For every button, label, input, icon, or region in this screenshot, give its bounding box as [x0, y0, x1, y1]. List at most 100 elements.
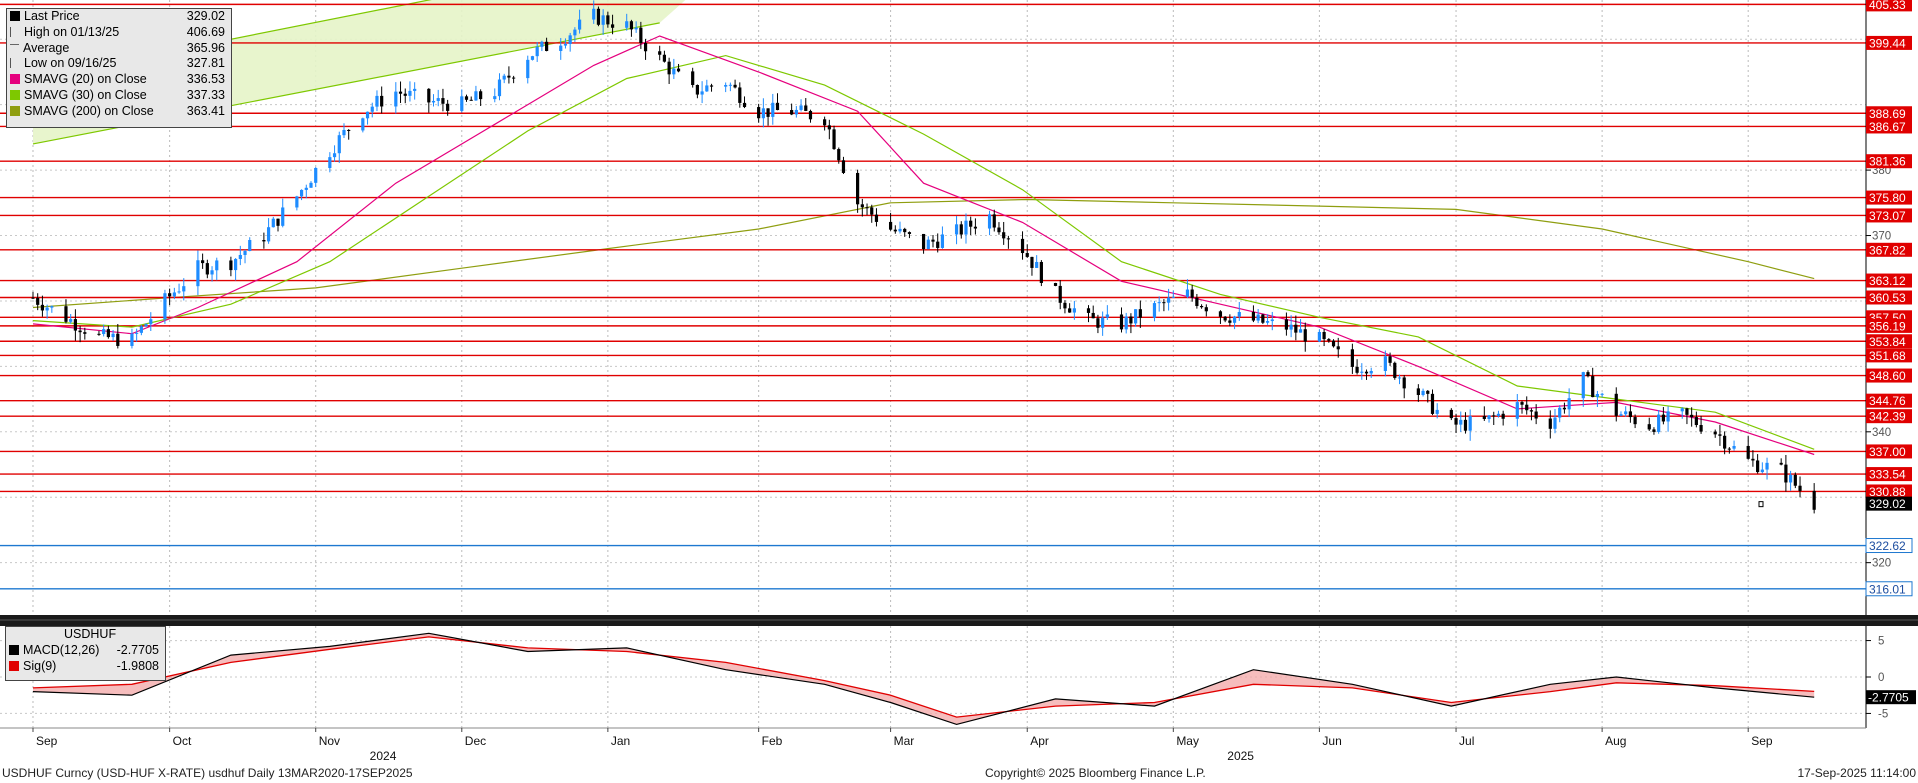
level-label-box	[1866, 409, 1912, 424]
time-axis: Sep Oct Nov Dec Jan Feb Mar Apr May Jun Jul Aug Sep 2…	[0, 727, 1866, 763]
level-label-box	[1866, 484, 1912, 499]
level-label-box	[1865, 538, 1913, 554]
candle-body	[823, 119, 827, 126]
candle-body	[738, 87, 742, 103]
candle-body	[328, 157, 332, 168]
candle-body	[860, 204, 864, 208]
level-label: 342.39	[1869, 410, 1906, 424]
candle-body	[1134, 309, 1138, 324]
time-tick-label: Nov	[319, 734, 340, 748]
candle-body	[309, 182, 313, 188]
candle-body	[893, 229, 897, 232]
candle-body	[1793, 474, 1797, 486]
candle-body	[40, 304, 45, 311]
legend-value: 406.69	[186, 24, 225, 39]
footer-copyright: Copyright© 2025 Bloomberg Finance L.P.	[985, 766, 1206, 780]
level-label-box	[1866, 444, 1912, 459]
level-label-box	[1866, 35, 1912, 50]
candle-body	[931, 239, 935, 242]
candle-body	[1251, 311, 1256, 321]
legend-label: High on 01/13/25	[24, 24, 120, 39]
candle-body	[460, 96, 464, 111]
candle-body	[1369, 370, 1373, 374]
main-legend: Last Price 329.02 High on 01/13/25 406.69 Av…	[6, 8, 232, 128]
candle-body	[229, 260, 233, 271]
level-label: 375.80	[1869, 191, 1906, 205]
candle-body	[1501, 413, 1505, 419]
candle-body	[1666, 411, 1670, 422]
candle-body	[973, 226, 978, 229]
level-label: 381.36	[1869, 155, 1906, 169]
candle-body	[1463, 419, 1468, 431]
candle-body	[545, 41, 549, 51]
candle-body	[365, 111, 370, 119]
candle-body	[888, 221, 893, 230]
y-tick-label: 340	[1872, 427, 1891, 439]
candle-body	[1515, 402, 1519, 419]
legend-label: SMAVG (20) on Close	[24, 72, 147, 87]
legend-swatch	[10, 74, 20, 85]
candle-body	[1171, 296, 1175, 298]
candle-body	[106, 329, 110, 338]
candle-body	[266, 227, 271, 242]
candle-body	[177, 291, 181, 293]
candle-body	[1591, 376, 1595, 398]
candle-body	[1025, 253, 1029, 257]
legend-swatch	[10, 11, 20, 21]
level-label-box	[1866, 368, 1912, 383]
candle-body	[431, 100, 436, 103]
candle-body	[1185, 289, 1190, 297]
candle-body	[837, 149, 841, 161]
candle-body	[314, 167, 318, 183]
candle-body	[347, 129, 351, 131]
candle-body	[1567, 398, 1571, 410]
level-label-box	[1866, 154, 1912, 169]
level-label-box	[1866, 190, 1912, 205]
candle-body	[526, 59, 530, 79]
candle-body	[799, 105, 803, 110]
legend-value: 363.41	[186, 103, 225, 118]
candle-body	[1652, 429, 1656, 432]
candle-body	[69, 319, 73, 322]
level-label-box	[1866, 348, 1912, 363]
candle-body	[1350, 349, 1354, 367]
legend-value: 336.53	[186, 72, 225, 87]
candle-body	[1402, 377, 1406, 389]
legend-label: SMAVG (200) on Close	[24, 103, 154, 118]
candle-body	[1430, 393, 1435, 414]
candle-body	[474, 91, 478, 101]
candle-body	[398, 91, 403, 94]
level-label-box	[1866, 334, 1912, 349]
candle-body	[1020, 238, 1025, 254]
legend-row: Last Price 329.02	[7, 9, 231, 25]
sma30-line	[32, 54, 1815, 450]
macd-y-tick-label: -5	[1878, 708, 1888, 720]
macd-legend-label: Sig(9)	[23, 658, 57, 673]
candle-body	[1162, 302, 1166, 304]
candle-body	[375, 95, 379, 107]
candle-body	[1327, 339, 1331, 341]
candle-body	[1086, 308, 1091, 313]
candle-body	[299, 189, 304, 197]
candle-body	[281, 207, 285, 226]
candle-body	[563, 43, 568, 46]
legend-row: SMAVG (30) on Close 337.33	[7, 88, 231, 104]
candle-body	[83, 332, 87, 334]
candle-body	[1595, 393, 1600, 398]
candle-body	[1784, 464, 1788, 483]
candle-body	[1101, 317, 1105, 328]
candle-body	[215, 260, 219, 271]
candle-body	[1647, 424, 1651, 430]
candle-body	[827, 125, 831, 130]
candle-body	[1426, 390, 1430, 394]
level-label: 386.67	[1869, 120, 1906, 134]
icon-avg	[10, 43, 19, 50]
candle-body	[441, 98, 445, 104]
macd-legend-value: -1.9808	[116, 658, 159, 673]
candle-body	[964, 220, 968, 235]
candle-body	[601, 15, 605, 25]
candle-body	[1694, 417, 1698, 426]
candle-body	[1449, 409, 1453, 419]
candle-body	[1289, 324, 1293, 330]
